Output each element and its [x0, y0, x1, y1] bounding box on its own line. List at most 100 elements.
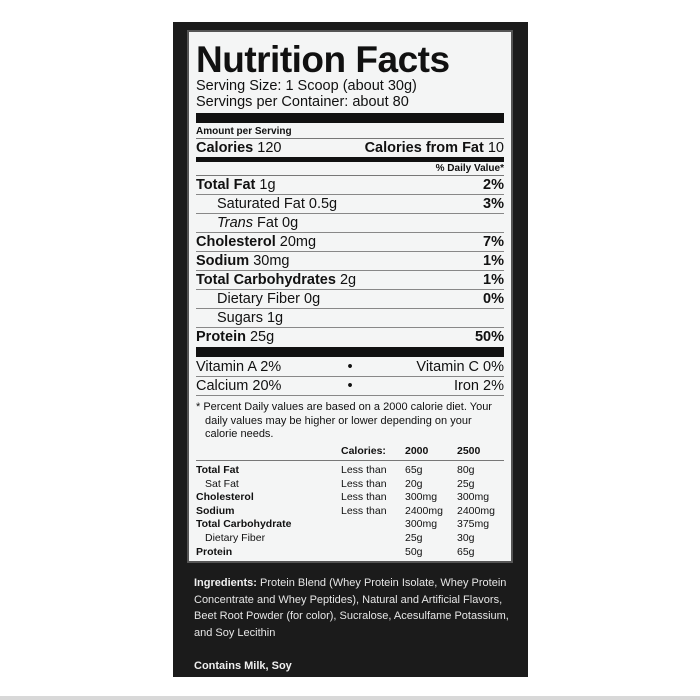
nutrient-name: Sodium: [196, 253, 250, 269]
nutrient-dv: 2%: [483, 177, 504, 193]
nutrient-row-saturated-fat: Saturated Fat 0.5g 3%: [196, 195, 504, 214]
ref-nutrient: Sodium: [196, 504, 235, 517]
ref-value: 300mg: [405, 491, 438, 504]
nutrient-row-total-carbohydrates: Total Carbohydrates 2g 1%: [196, 271, 504, 290]
nutrient-name: Total Fat: [196, 177, 256, 193]
thick-divider: [196, 347, 504, 357]
nutrient-amount: 30mg: [253, 253, 290, 269]
ref-header-cell: Calories:: [341, 444, 399, 462]
ref-nutrient: Total Carbohydrate: [196, 518, 292, 531]
nutrient-name: Saturated Fat: [217, 196, 305, 212]
bullet-separator: •: [347, 359, 353, 375]
nutrient-amount: 25g: [249, 329, 275, 345]
nutrient-row-trans-fat: Trans Fat 0g: [196, 214, 504, 233]
ref-value: 25g: [405, 532, 423, 545]
servings-per-container: Servings per Container: about 80: [196, 94, 409, 110]
ref-value: Less than: [341, 504, 387, 517]
reference-row: Sodium Less than 2400mg 2400mg: [196, 505, 504, 519]
nutrient-name: Dietary Fiber: [217, 291, 300, 307]
medium-divider: [196, 157, 504, 162]
ref-value: Less than: [341, 491, 387, 504]
ref-value: 300mg: [457, 491, 490, 504]
nutrient-amount: 1g: [259, 177, 276, 193]
allergen-statement: Contains Milk, Soy: [194, 660, 292, 672]
nutrient-name: Total Carbohydrates: [196, 272, 336, 288]
nutrient-dv: 1%: [483, 253, 504, 269]
ref-value: 25g: [457, 477, 475, 490]
ingredients-text: Ingredients: Protein Blend (Whey Protein…: [194, 575, 514, 641]
daily-value-header: % Daily Value*: [196, 162, 504, 176]
ref-value: Less than: [341, 464, 387, 477]
ref-value: 50g: [405, 545, 423, 558]
label-title: Nutrition Facts: [196, 39, 450, 80]
ingredients-label: Ingredients:: [194, 577, 257, 589]
ref-header-cell: 2000: [399, 444, 451, 462]
nutrient-row-sodium: Sodium 30mg 1%: [196, 252, 504, 271]
nutrient-amount: 0g: [304, 291, 321, 307]
nutrient-amount: 0.5g: [308, 196, 338, 212]
nutrient-row-cholesterol: Cholesterol 20mg 7%: [196, 233, 504, 252]
amount-per-serving: Amount per Serving: [196, 125, 504, 139]
nutrient-dv: 0%: [483, 291, 504, 307]
ref-value: 375mg: [457, 518, 490, 531]
ref-value: Less than: [341, 477, 387, 490]
calories-value: 120: [257, 140, 282, 156]
ingredients-list: Protein Blend (Whey Protein Isolate, Whe…: [194, 577, 509, 639]
reference-row: Cholesterol Less than 300mg 300mg: [196, 491, 504, 505]
reference-row: Total Carbohydrate 300mg 375mg: [196, 518, 504, 532]
reference-row: Sat Fat Less than 20g 25g: [196, 478, 504, 492]
ref-nutrient: Dietary Fiber: [205, 532, 266, 545]
calories-label: Calories: [196, 140, 254, 156]
page-bottom-border: [0, 696, 700, 700]
nutrient-amount: 2g: [339, 272, 357, 288]
ref-value: 30g: [457, 532, 475, 545]
nutrient-amount: 1g: [266, 310, 284, 326]
nutrient-dv: 7%: [483, 234, 504, 250]
reference-header-row: Calories: 2000 2500: [196, 444, 504, 462]
reference-row: Dietary Fiber 25g 30g: [196, 532, 504, 546]
vitamin-row: Vitamin A 2% • Vitamin C 0%: [196, 358, 504, 377]
ref-nutrient: Protein: [196, 545, 233, 558]
ref-value: [341, 518, 399, 532]
nutrient-dv: 50%: [474, 329, 504, 345]
nutrient-name: Trans: [217, 215, 253, 231]
calcium: Calcium 20%: [196, 378, 282, 394]
ref-value: 80g: [457, 464, 475, 477]
reference-row: Total Fat Less than 65g 80g: [196, 461, 504, 478]
vitamin-row: Calcium 20% • Iron 2%: [196, 377, 504, 396]
nutrient-name: Cholesterol: [196, 234, 276, 250]
ref-nutrient: Cholesterol: [196, 491, 254, 504]
nutrient-dv: 1%: [483, 272, 504, 288]
nutrient-amount: 0g: [282, 215, 299, 231]
daily-value-reference-table: Calories: 2000 2500 Total Fat Less than 65…: [196, 444, 504, 560]
nutrient-name-suffix: Fat: [257, 215, 278, 231]
ref-value: [341, 546, 399, 560]
nutrient-row-total-fat: Total Fat 1g 2%: [196, 176, 504, 195]
nutrient-row-dietary-fiber: Dietary Fiber 0g 0%: [196, 290, 504, 309]
calories-from-fat-label: Calories from Fat: [364, 140, 484, 156]
nutrient-name: Protein: [196, 329, 246, 345]
ref-header-cell: 2500: [451, 444, 504, 462]
ref-value: 65g: [457, 545, 475, 558]
product-label-panel: Nutrition Facts Serving Size: 1 Scoop (a…: [173, 22, 528, 677]
nutrient-name: Sugars: [217, 310, 263, 326]
ref-value: [341, 532, 399, 546]
ref-value: 300mg: [405, 518, 438, 531]
daily-value-footnote: * Percent Daily values are based on a 20…: [196, 401, 492, 440]
calories-row: Calories 120 Calories from Fat 10: [196, 139, 504, 157]
nutrient-row-sugars: Sugars 1g: [196, 309, 504, 328]
nutrition-facts-label: Nutrition Facts Serving Size: 1 Scoop (a…: [187, 30, 513, 563]
ref-value: 2400mg: [405, 504, 443, 517]
serving-size: Serving Size: 1 Scoop (about 30g): [196, 78, 417, 94]
bullet-separator: •: [347, 378, 353, 394]
ref-nutrient: Total Fat: [196, 464, 239, 477]
vitamin-a: Vitamin A 2%: [196, 359, 282, 375]
thick-divider: [196, 113, 504, 123]
ref-value: 65g: [405, 464, 423, 477]
calories-from-fat-value: 10: [487, 140, 504, 156]
ref-value: 2400mg: [457, 504, 495, 517]
iron: Iron 2%: [454, 378, 504, 394]
ref-value: 20g: [405, 477, 423, 490]
ref-header-cell: [196, 444, 341, 462]
ref-nutrient: Sat Fat: [205, 477, 239, 490]
